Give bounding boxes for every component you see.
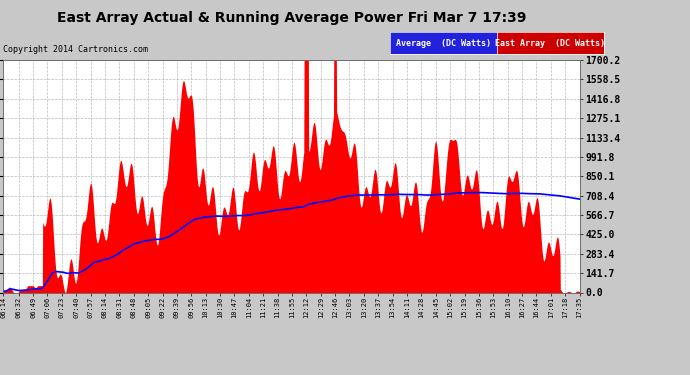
Text: East Array  (DC Watts): East Array (DC Watts) [495, 39, 605, 48]
Text: Average  (DC Watts): Average (DC Watts) [396, 39, 491, 48]
Text: East Array Actual & Running Average Power Fri Mar 7 17:39: East Array Actual & Running Average Powe… [57, 11, 526, 25]
Text: Copyright 2014 Cartronics.com: Copyright 2014 Cartronics.com [3, 45, 148, 54]
